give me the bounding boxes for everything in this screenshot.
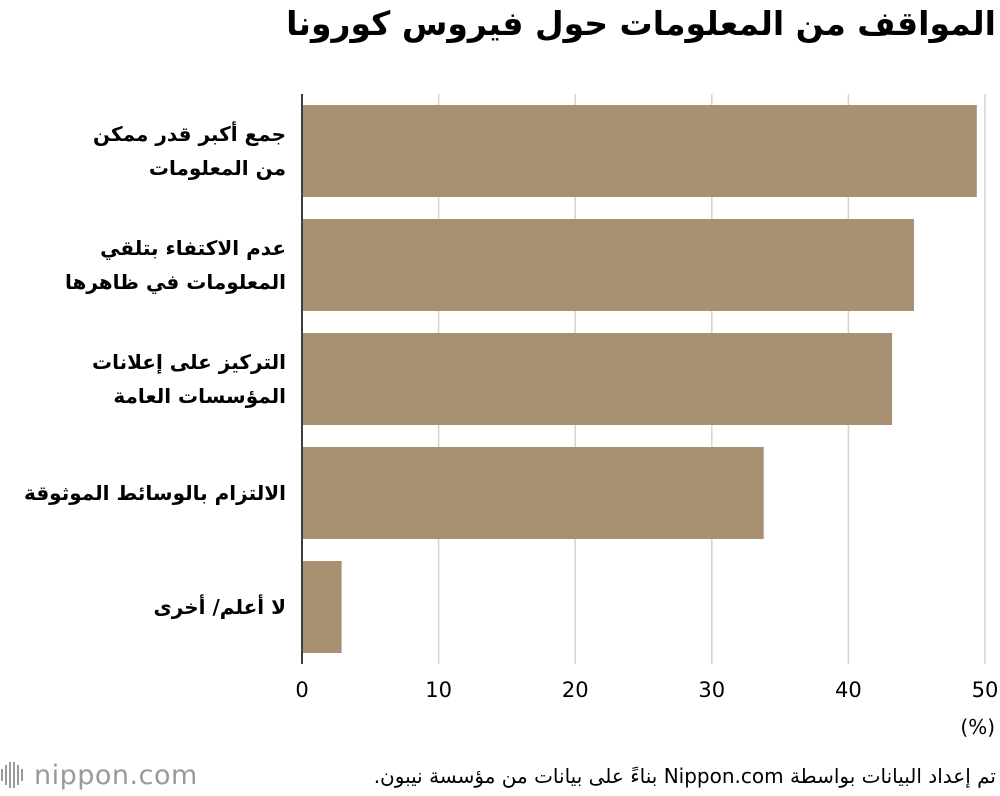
source-note: تم إعداد البيانات بواسطة Nippon.com بناء… [373, 764, 996, 788]
category-label-2: عدم الاكتفاء بتلقي المعلومات في ظاهرها [2, 231, 286, 299]
category-label-line: التركيز على إعلانات [91, 350, 286, 374]
category-label-5: لا أعلم/ أخرى [2, 590, 286, 624]
nippon-logo-icon [1, 762, 23, 788]
chart-title: المواقف من المعلومات حول فيروس كورونا [286, 4, 996, 43]
category-label-4: الالتزام بالوسائط الموثوقة [2, 476, 286, 510]
bar-4 [303, 447, 764, 539]
x-tick-label-0: 0 [295, 678, 308, 702]
x-tick-labels: 0 10 20 30 40 50 [295, 678, 998, 702]
x-tick-label-30: 30 [698, 678, 725, 702]
category-label-1: جمع أكبر قدر ممكن من المعلومات [2, 117, 286, 185]
logo-text: nippon.com [34, 759, 198, 791]
bar-5 [303, 561, 342, 653]
bar-3 [303, 333, 893, 425]
category-label-line: المعلومات في ظاهرها [64, 270, 286, 294]
category-label-line: لا أعلم/ أخرى [153, 595, 286, 619]
bar-chart: 0 10 20 30 40 50 [295, 94, 998, 702]
bar-1 [303, 105, 977, 197]
bar-2 [303, 219, 914, 311]
x-tick-label-20: 20 [562, 678, 589, 702]
category-label-line: الالتزام بالوسائط الموثوقة [23, 481, 286, 505]
bars [303, 105, 977, 653]
category-label-line: المؤسسات العامة [113, 384, 286, 408]
unit-label: (%) [960, 715, 995, 739]
x-tick-label-10: 10 [425, 678, 452, 702]
x-tick-label-40: 40 [835, 678, 862, 702]
category-label-3: التركيز على إعلانات المؤسسات العامة [2, 345, 286, 413]
category-label-line: من المعلومات [148, 156, 286, 180]
x-tick-label-50: 50 [972, 678, 999, 702]
nippon-logo: nippon.com [0, 754, 198, 796]
category-label-line: عدم الاكتفاء بتلقي [100, 236, 286, 260]
category-label-line: جمع أكبر قدر ممكن [92, 122, 286, 146]
